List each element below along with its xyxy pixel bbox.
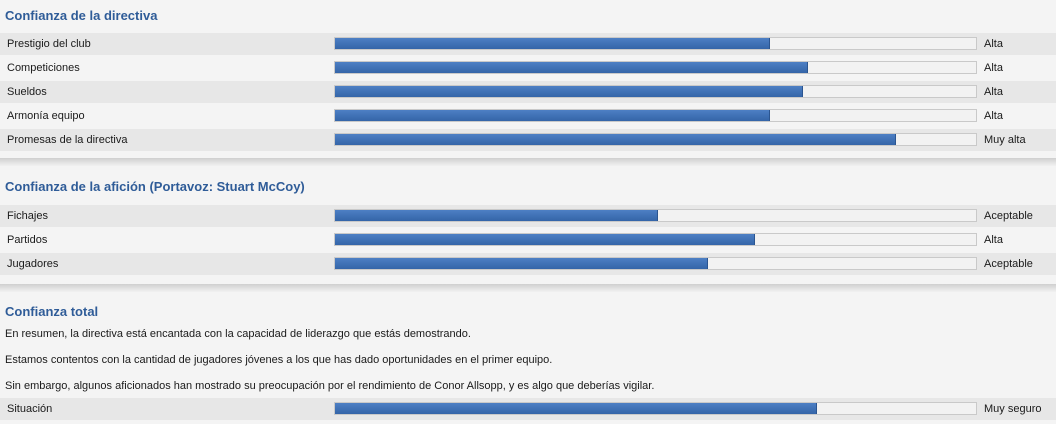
board-row-prestige: Prestigio del club Alta — [0, 33, 1056, 55]
row-label: Situación — [7, 403, 53, 415]
overall-confidence-panel: Confianza total En resumen, la directiva… — [0, 292, 1056, 424]
fan-confidence-panel: Confianza de la afición (Portavoz: Stuar… — [0, 166, 1056, 284]
confidence-bar — [334, 61, 977, 74]
row-label: Fichajes — [7, 210, 48, 222]
summary-sentence: Estamos contentos con la cantidad de jug… — [5, 354, 553, 366]
board-row-team-harmony: Armonía equipo Alta — [0, 105, 1056, 127]
board-confidence-title: Confianza de la directiva — [5, 8, 158, 23]
confidence-bar — [334, 85, 977, 98]
confidence-bar-fill — [335, 234, 755, 245]
row-label: Jugadores — [7, 258, 59, 270]
board-row-competitions: Competiciones Alta — [0, 57, 1056, 79]
row-value: Alta — [984, 62, 1003, 74]
row-label: Partidos — [7, 234, 48, 246]
fan-row-matches: Partidos Alta — [0, 229, 1056, 251]
overall-status-row: Situación Muy seguro — [0, 398, 1056, 420]
confidence-bar — [334, 209, 977, 222]
confidence-bar-fill — [335, 38, 770, 49]
confidence-bar-fill — [335, 210, 658, 221]
row-value: Alta — [984, 234, 1003, 246]
confidence-bar-fill — [335, 134, 897, 145]
fan-row-players: Jugadores Aceptable — [0, 253, 1056, 275]
row-value: Muy alta — [984, 134, 1026, 146]
row-label: Promesas de la directiva — [7, 134, 128, 146]
confidence-bar-fill — [335, 403, 817, 414]
row-label: Sueldos — [7, 86, 47, 98]
confidence-bar — [334, 402, 977, 415]
section-divider — [0, 284, 1056, 292]
summary-sentence: En resumen, la directiva está encantada … — [5, 328, 471, 340]
confidence-bar — [334, 109, 977, 122]
overall-confidence-title: Confianza total — [5, 304, 99, 319]
row-value: Alta — [984, 86, 1003, 98]
confidence-bar-fill — [335, 62, 809, 73]
row-value: Aceptable — [984, 258, 1033, 270]
confidence-bar-fill — [335, 258, 708, 269]
confidence-bar — [334, 133, 977, 146]
confidence-bar — [334, 257, 977, 270]
fan-row-signings: Fichajes Aceptable — [0, 205, 1056, 227]
row-label: Prestigio del club — [7, 38, 91, 50]
row-value: Muy seguro — [984, 403, 1042, 415]
confidence-bar-fill — [335, 86, 803, 97]
row-value: Alta — [984, 110, 1003, 122]
confidence-bar-fill — [335, 110, 770, 121]
board-row-promises: Promesas de la directiva Muy alta — [0, 129, 1056, 151]
row-value: Alta — [984, 38, 1003, 50]
row-value: Aceptable — [984, 210, 1033, 222]
confidence-bar — [334, 233, 977, 246]
summary-sentence: Sin embargo, algunos aficionados han mos… — [5, 380, 655, 392]
board-confidence-panel: Confianza de la directiva Prestigio del … — [0, 0, 1056, 158]
board-row-wages: Sueldos Alta — [0, 81, 1056, 103]
row-label: Armonía equipo — [7, 110, 85, 122]
confidence-bar — [334, 37, 977, 50]
row-label: Competiciones — [7, 62, 80, 74]
fan-confidence-title: Confianza de la afición (Portavoz: Stuar… — [5, 179, 305, 194]
section-divider — [0, 158, 1056, 166]
